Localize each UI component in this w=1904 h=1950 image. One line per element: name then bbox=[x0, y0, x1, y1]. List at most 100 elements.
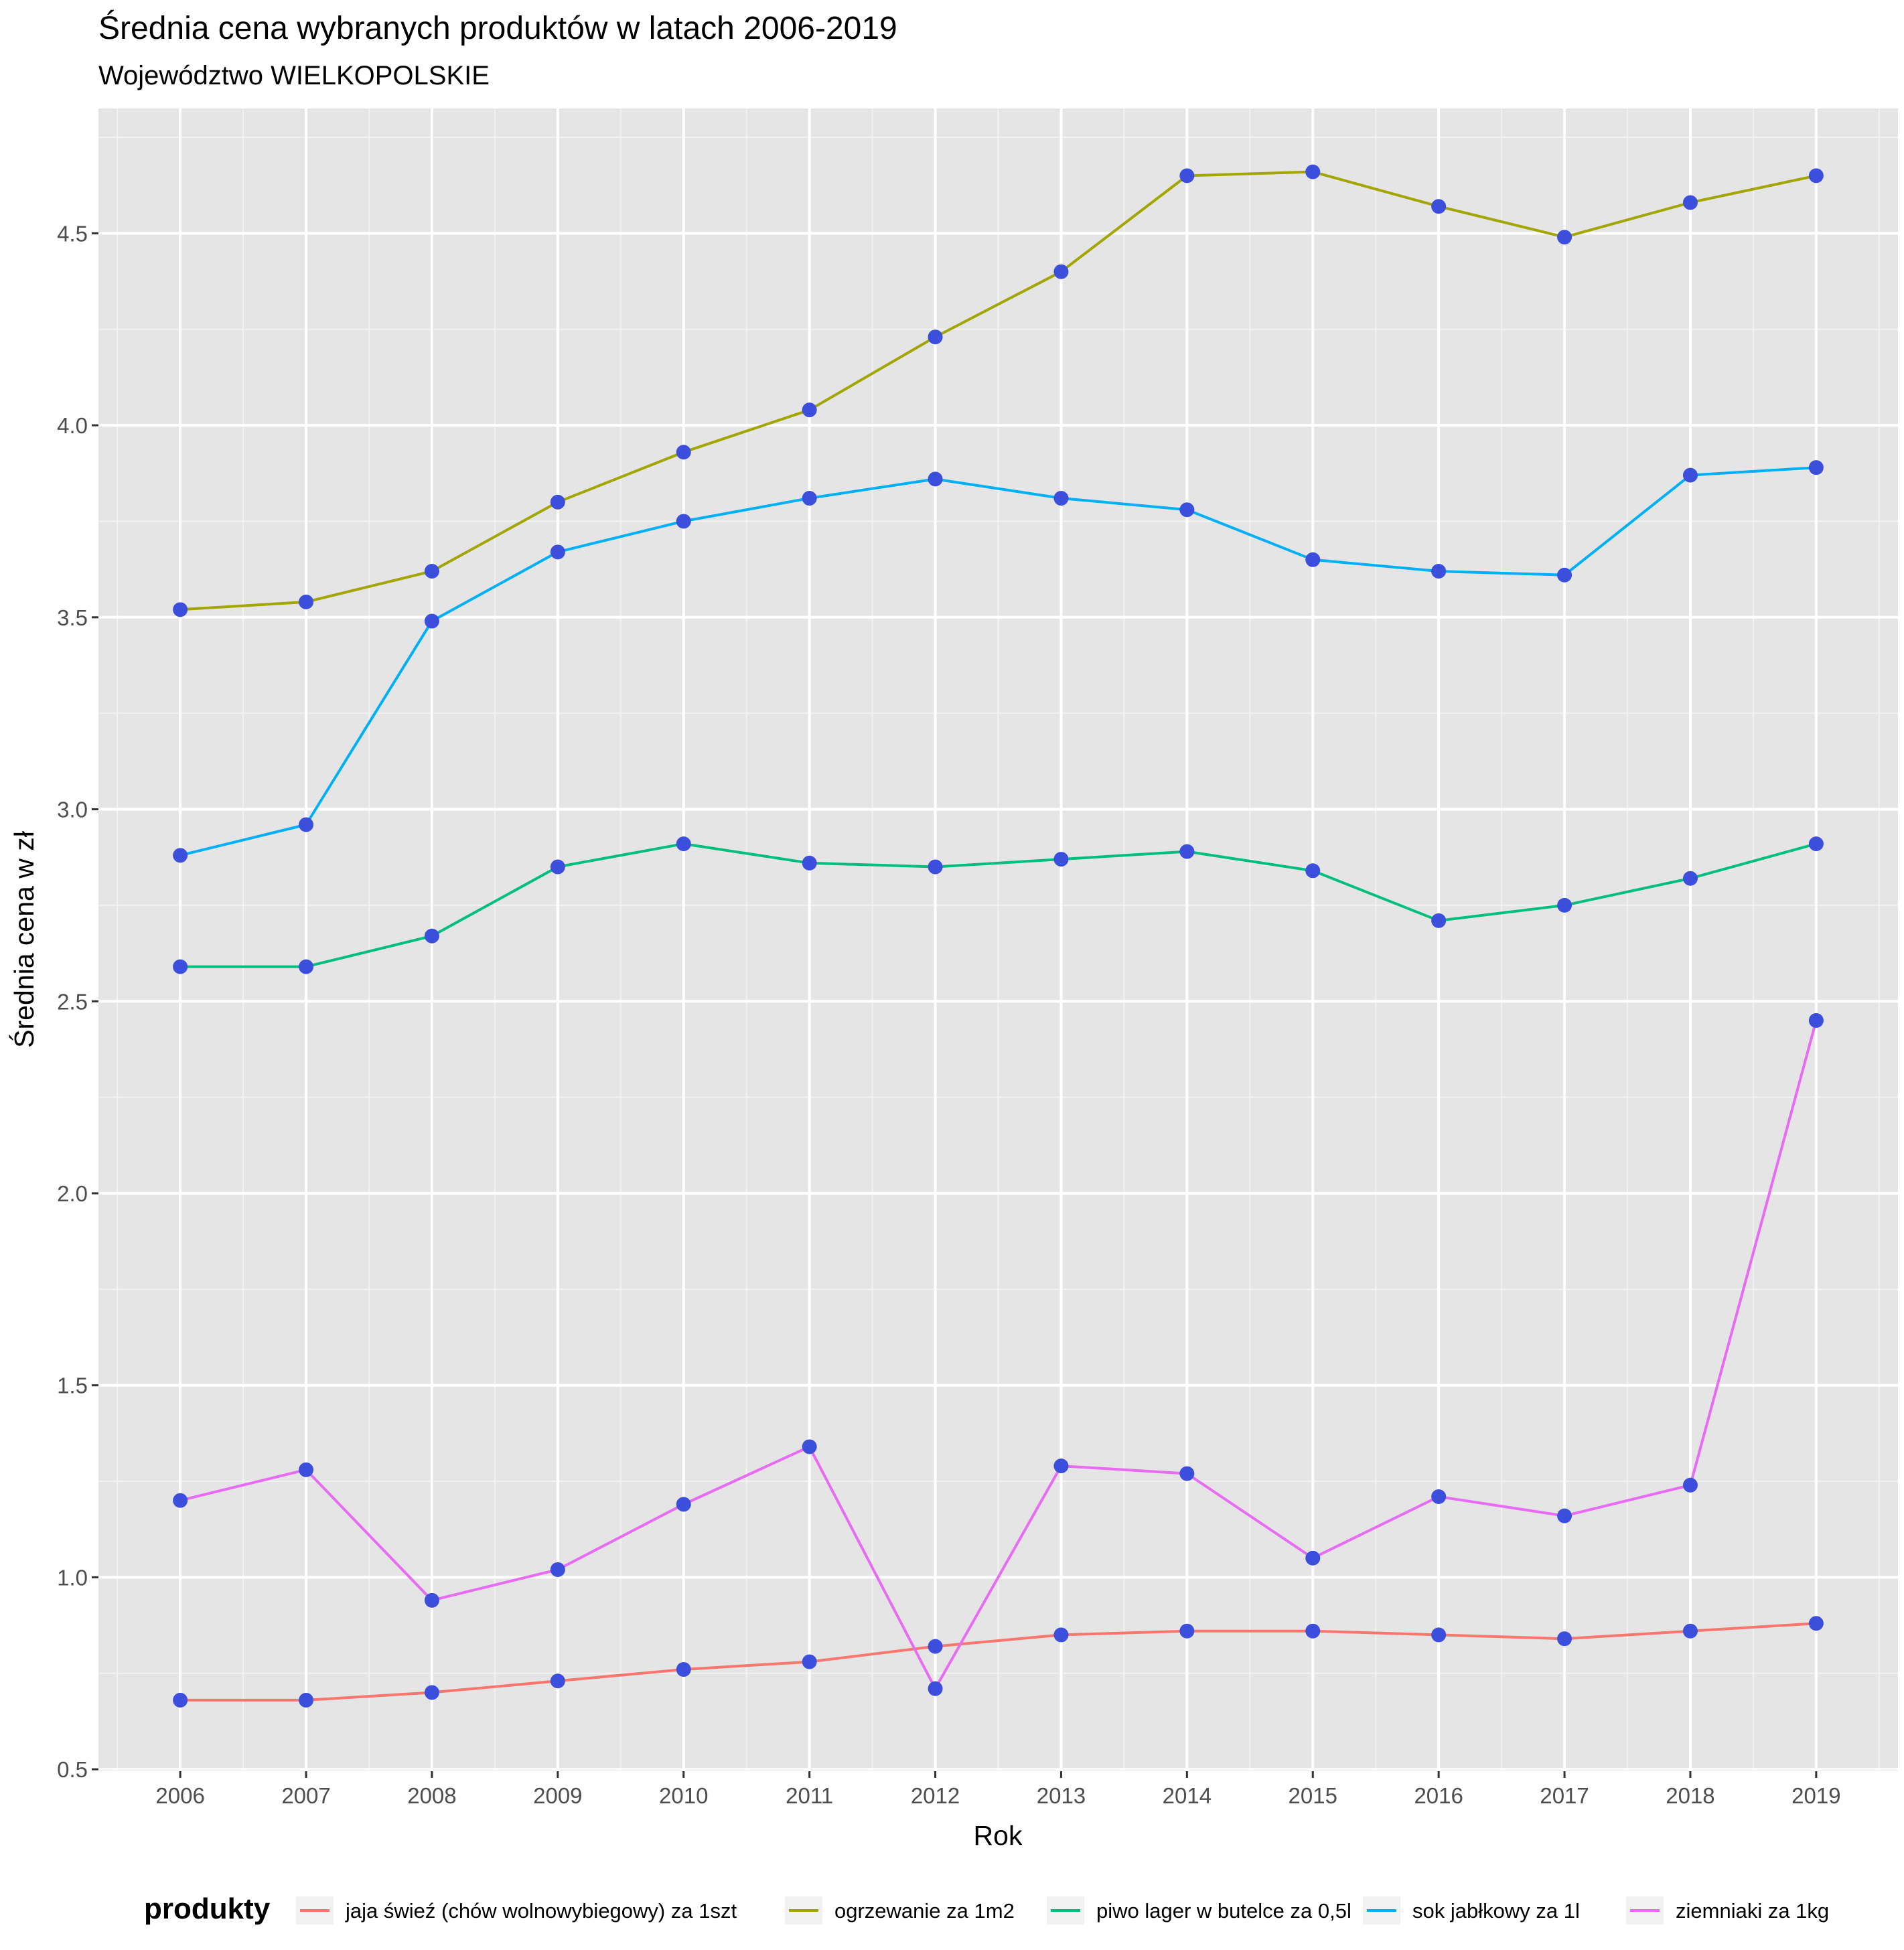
data-point-3-2012 bbox=[928, 471, 943, 487]
data-point-0-2013 bbox=[1053, 1627, 1069, 1643]
data-point-0-2015 bbox=[1305, 1623, 1321, 1639]
chart-title: Średnia cena wybranych produktów w latac… bbox=[98, 9, 897, 46]
data-point-3-2007 bbox=[299, 817, 314, 832]
data-point-1-2011 bbox=[802, 402, 817, 418]
data-point-2-2018 bbox=[1682, 871, 1698, 886]
y-tick-label: 3.5 bbox=[57, 605, 88, 630]
x-tick-label: 2014 bbox=[1163, 1783, 1212, 1808]
data-point-0-2008 bbox=[424, 1685, 439, 1700]
data-point-4-2013 bbox=[1053, 1458, 1069, 1474]
y-axis-title: Średnia cena w zł bbox=[9, 831, 40, 1048]
x-tick-label: 2015 bbox=[1289, 1783, 1337, 1808]
legend-label-4: ziemniaki za 1kg bbox=[1676, 1899, 1829, 1923]
y-tick-label: 2.5 bbox=[57, 989, 88, 1014]
grid-minor bbox=[98, 108, 1898, 1771]
series-line-1 bbox=[179, 170, 1817, 611]
data-point-2-2019 bbox=[1808, 836, 1824, 852]
data-point-4-2015 bbox=[1305, 1550, 1321, 1566]
data-point-0-2006 bbox=[173, 1692, 188, 1708]
x-tick-label: 2012 bbox=[911, 1783, 960, 1808]
data-point-4-2016 bbox=[1431, 1489, 1447, 1504]
data-point-2-2017 bbox=[1557, 897, 1572, 913]
y-tick-label: 2.0 bbox=[57, 1181, 88, 1206]
data-point-3-2011 bbox=[802, 491, 817, 506]
data-point-4-2010 bbox=[676, 1497, 691, 1512]
data-point-3-2017 bbox=[1557, 567, 1572, 583]
data-point-3-2010 bbox=[676, 514, 691, 529]
data-point-1-2012 bbox=[928, 329, 943, 345]
x-axis-ticks: 2006 2007 2008 2009 2010 2011 2012 2013 2014 2015… bbox=[155, 1771, 1841, 1808]
data-point-1-2014 bbox=[1179, 168, 1195, 183]
data-point-4-2006 bbox=[173, 1493, 188, 1508]
data-point-0-2011 bbox=[802, 1654, 817, 1669]
data-point-2-2010 bbox=[676, 836, 691, 852]
data-point-4-2009 bbox=[550, 1562, 565, 1577]
data-point-3-2009 bbox=[550, 544, 565, 560]
data-point-3-2016 bbox=[1431, 563, 1447, 579]
data-point-4-2019 bbox=[1808, 1012, 1824, 1028]
data-point-4-2017 bbox=[1557, 1508, 1572, 1523]
data-point-1-2018 bbox=[1682, 195, 1698, 210]
data-point-1-2017 bbox=[1557, 230, 1572, 245]
legend-label-1: ogrzewanie za 1m2 bbox=[834, 1899, 1015, 1923]
data-point-1-2013 bbox=[1053, 264, 1069, 279]
data-point-2-2015 bbox=[1305, 863, 1321, 879]
series-line-4 bbox=[179, 1020, 1818, 1690]
series-lines bbox=[179, 170, 1818, 1702]
data-point-0-2016 bbox=[1431, 1627, 1447, 1643]
data-point-2-2008 bbox=[424, 928, 439, 944]
y-tick-label: 4.0 bbox=[57, 413, 88, 438]
legend-label-3: sok jabłkowy za 1l bbox=[1412, 1899, 1580, 1923]
y-tick-label: 1.5 bbox=[57, 1373, 88, 1398]
data-point-4-2012 bbox=[928, 1681, 943, 1696]
data-point-0-2019 bbox=[1808, 1616, 1824, 1631]
legend-label-0: jaja świeź (chów wolnowybiegowy) za 1szt bbox=[345, 1899, 737, 1923]
data-point-4-2018 bbox=[1682, 1477, 1698, 1493]
x-tick-label: 2019 bbox=[1791, 1783, 1840, 1808]
legend-title: produkty bbox=[144, 1892, 271, 1925]
data-point-2-2006 bbox=[173, 959, 188, 974]
x-tick-label: 2016 bbox=[1414, 1783, 1463, 1808]
x-tick-label: 2008 bbox=[407, 1783, 456, 1808]
data-point-3-2014 bbox=[1179, 502, 1195, 518]
data-point-2-2014 bbox=[1179, 844, 1195, 859]
data-point-2-2007 bbox=[299, 959, 314, 974]
series-line-0 bbox=[180, 1622, 1817, 1702]
data-point-3-2018 bbox=[1682, 467, 1698, 483]
data-point-1-2016 bbox=[1431, 199, 1447, 214]
data-point-1-2006 bbox=[173, 602, 188, 617]
y-tick-label: 3.0 bbox=[57, 798, 88, 822]
legend: produkty jaja świeź (chów wolnowybiegowy… bbox=[144, 1892, 1829, 1925]
data-point-0-2010 bbox=[676, 1662, 691, 1677]
data-point-3-2019 bbox=[1808, 460, 1824, 475]
y-axis-ticks: 0.5 1.0 1.5 2.0 2.5 3.0 3.5 4.0 4.5 bbox=[57, 221, 98, 1782]
data-point-4-2008 bbox=[424, 1592, 439, 1608]
data-point-0-2014 bbox=[1179, 1623, 1195, 1639]
data-point-3-2008 bbox=[424, 613, 439, 629]
data-point-1-2007 bbox=[299, 594, 314, 609]
series-line-3 bbox=[179, 466, 1817, 857]
data-point-0-2012 bbox=[928, 1639, 943, 1654]
y-tick-label: 0.5 bbox=[57, 1757, 88, 1782]
x-tick-label: 2007 bbox=[281, 1783, 330, 1808]
data-point-2-2012 bbox=[928, 859, 943, 875]
data-point-0-2009 bbox=[550, 1673, 565, 1689]
x-tick-label: 2018 bbox=[1666, 1783, 1714, 1808]
y-tick-label: 4.5 bbox=[57, 221, 88, 246]
x-tick-label: 2009 bbox=[533, 1783, 582, 1808]
chart-subtitle: Województwo WIELKOPOLSKIE bbox=[98, 61, 490, 90]
x-tick-label: 2013 bbox=[1037, 1783, 1086, 1808]
x-axis-title: Rok bbox=[974, 1820, 1023, 1851]
series-points bbox=[173, 164, 1824, 1708]
x-tick-label: 2017 bbox=[1540, 1783, 1589, 1808]
data-point-2-2009 bbox=[550, 859, 565, 875]
x-tick-label: 2011 bbox=[786, 1783, 833, 1808]
data-point-0-2017 bbox=[1557, 1631, 1572, 1647]
legend-label-2: piwo lager w butelce za 0,5l bbox=[1096, 1899, 1351, 1923]
series-line-2 bbox=[180, 842, 1817, 968]
data-point-1-2009 bbox=[550, 494, 565, 510]
data-point-3-2013 bbox=[1053, 491, 1069, 506]
data-point-0-2007 bbox=[299, 1692, 314, 1708]
data-point-3-2006 bbox=[173, 848, 188, 863]
